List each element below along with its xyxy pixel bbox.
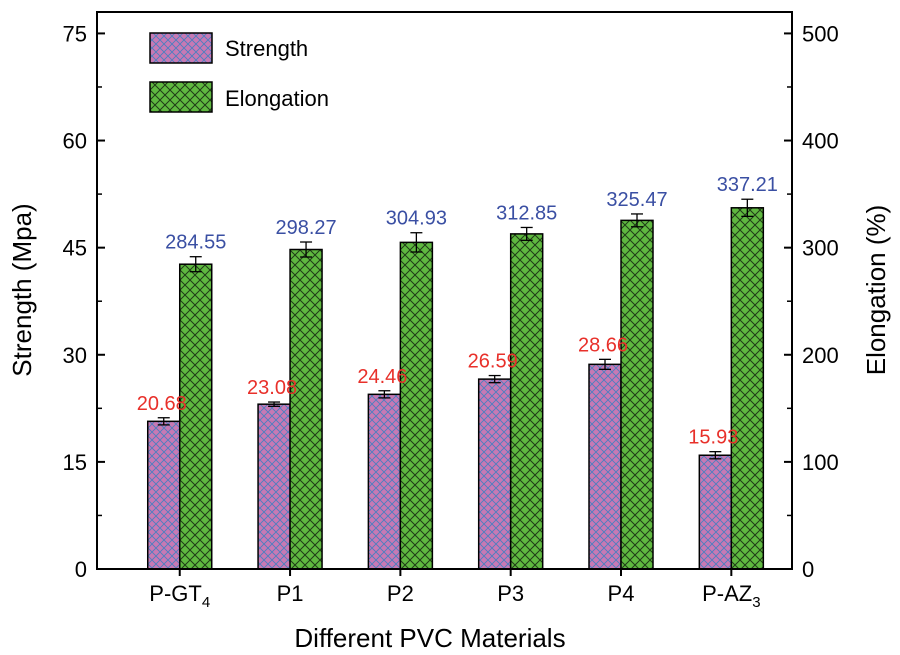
x-tick-label-0: P-GT4 (149, 581, 210, 611)
data-label-elongation-0: 284.55 (165, 232, 226, 254)
y-axis-title: Strength (Mpa) (7, 203, 37, 376)
data-label-strength-5: 15.93 (688, 427, 738, 449)
x-tick-label-2: P2 (387, 581, 414, 606)
bar-elongation-4 (620, 219, 654, 570)
x-tick-label-base: P2 (387, 581, 414, 606)
bar-strength-4 (588, 363, 622, 570)
error-bar-elongation-0 (189, 256, 202, 273)
y2-tick-label-3: 300 (802, 236, 839, 261)
data-labels-layer: 20.68 284.55 23.08 298.27 24.46 304.93 26.59 31… (137, 174, 778, 448)
bars-layer (146, 207, 765, 570)
bar-strength-1 (257, 403, 291, 570)
bar-elongation-0 (178, 263, 213, 570)
bar-elongation-5 (730, 207, 765, 570)
data-label-strength-0: 20.68 (137, 393, 187, 415)
data-label-elongation-3: 312.85 (496, 202, 557, 224)
x-tick-label-4: P4 (608, 581, 635, 606)
error-bar-elongation-4 (631, 213, 644, 228)
legend-label-elongation: Elongation (225, 86, 329, 111)
error-bar-strength-4 (599, 358, 612, 370)
data-label-elongation-2: 304.93 (386, 208, 447, 230)
error-bar-strength-3 (488, 374, 501, 384)
x-tick-label-base: P-GT (149, 581, 202, 606)
x-tick-label-base: P1 (277, 581, 304, 606)
x-tick-label-5: P-AZ3 (702, 581, 760, 611)
data-label-strength-4: 28.66 (578, 334, 628, 356)
error-bar-elongation-3 (520, 226, 533, 241)
legend-swatch-strength (149, 32, 213, 64)
error-bar-strength-1 (268, 401, 281, 407)
data-label-strength-2: 24.46 (357, 366, 407, 388)
x-tick-label-subscript: 3 (752, 594, 760, 611)
x-tick-label-base: P4 (608, 581, 635, 606)
y-tick-label-0: 0 (75, 557, 87, 582)
error-bars-layer (157, 198, 754, 460)
x-tick-label-3: P3 (497, 581, 524, 606)
x-tick-label-subscript: 4 (202, 594, 210, 611)
bar-strength-2 (367, 393, 402, 570)
y2-tick-label-1: 100 (802, 450, 839, 475)
y-tick-label-5: 75 (63, 21, 87, 46)
y2-tick-label-0: 0 (802, 557, 814, 582)
legend: Strength Elongation (149, 32, 329, 113)
y-tick-label-3: 45 (63, 236, 87, 261)
bar-strength-5 (698, 454, 733, 570)
ticks-layer: P-GT4 P1 P2 P3 P4 P-AZ30153045607501002003004… (63, 21, 839, 611)
error-bar-elongation-2 (410, 232, 423, 253)
y2-axis-title: Elongation (%) (861, 205, 891, 376)
data-label-strength-3: 26.59 (468, 351, 518, 373)
x-axis-title: Different PVC Materials (294, 623, 565, 653)
y-tick-label-4: 60 (63, 129, 87, 154)
error-bar-strength-0 (157, 417, 170, 426)
data-label-strength-1: 23.08 (247, 377, 297, 399)
y-tick-label-2: 30 (63, 343, 87, 368)
data-label-elongation-4: 325.47 (606, 189, 667, 211)
x-tick-label-base: P3 (497, 581, 524, 606)
y-tick-label-1: 15 (63, 450, 87, 475)
error-bar-elongation-5 (741, 198, 754, 218)
bar-elongation-2 (399, 241, 434, 570)
bar-strength-0 (146, 420, 181, 570)
legend-swatch-elongation (149, 81, 213, 113)
data-label-elongation-5: 337.21 (717, 174, 778, 196)
legend-label-strength: Strength (225, 36, 308, 61)
y2-tick-label-4: 400 (802, 129, 839, 154)
data-label-elongation-1: 298.27 (275, 217, 336, 239)
y2-tick-label-2: 200 (802, 343, 839, 368)
bar-elongation-1 (289, 248, 323, 570)
y2-tick-label-5: 500 (802, 21, 839, 46)
x-tick-label-1: P1 (277, 581, 304, 606)
error-bar-strength-2 (378, 390, 391, 399)
x-tick-label-base: P-AZ (702, 581, 752, 606)
error-bar-elongation-1 (300, 241, 313, 258)
bar-strength-3 (477, 378, 512, 570)
error-bar-strength-5 (709, 451, 722, 460)
bar-elongation-3 (509, 233, 544, 570)
plot-frame (96, 11, 793, 570)
